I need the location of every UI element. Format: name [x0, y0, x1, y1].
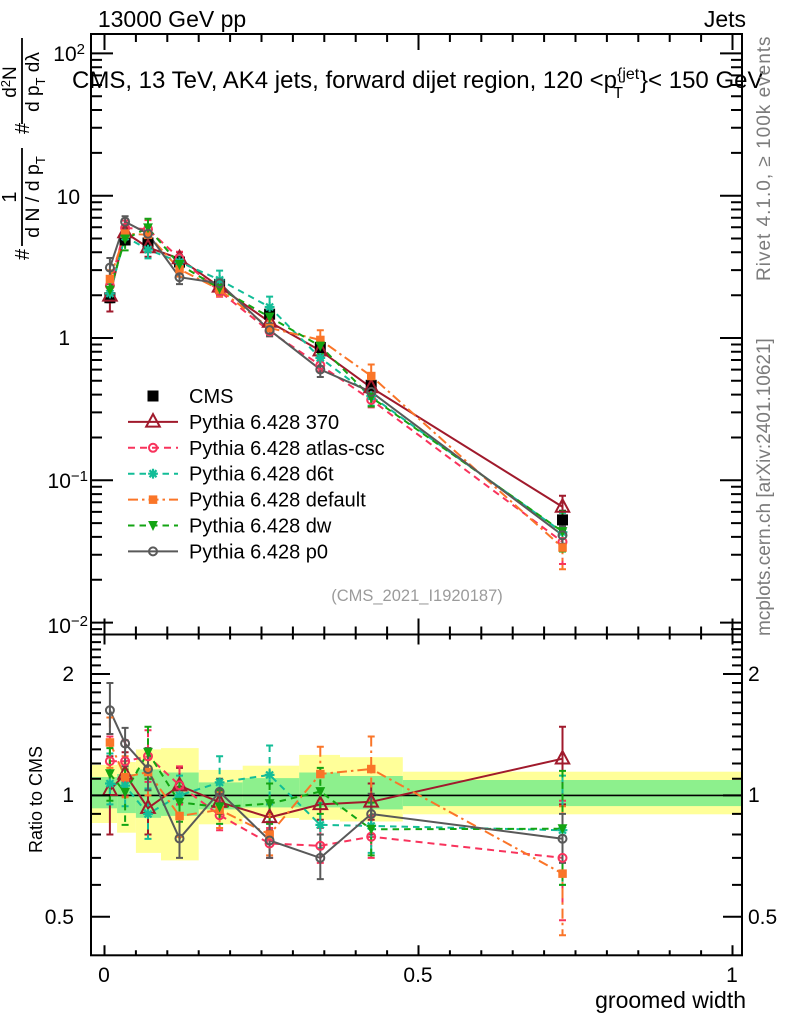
- svg-text:0.5: 0.5: [748, 906, 777, 929]
- svg-text:Pythia 6.428 370: Pythia 6.428 370: [189, 412, 339, 434]
- svg-text:Rivet 4.1.0, ≥ 100k events: Rivet 4.1.0, ≥ 100k events: [754, 35, 775, 281]
- svg-text:Pythia 6.428 dw: Pythia 6.428 dw: [189, 516, 332, 538]
- svg-text:Pythia 6.428 p0: Pythia 6.428 p0: [189, 541, 328, 563]
- svg-text:CMS: CMS: [189, 386, 233, 408]
- svg-text:13000 GeV pp: 13000 GeV pp: [98, 6, 246, 32]
- svg-text:1: 1: [62, 784, 74, 807]
- svg-text:1: 1: [726, 964, 738, 987]
- svg-text:Ratio to CMS: Ratio to CMS: [26, 746, 46, 853]
- svg-text:10−1: 10−1: [48, 468, 88, 493]
- svg-text:Pythia 6.428 d6t: Pythia 6.428 d6t: [189, 464, 334, 486]
- svg-text:2: 2: [62, 663, 74, 686]
- svg-text:d2N: d2N: [0, 66, 21, 98]
- svg-text:Jets: Jets: [704, 6, 746, 32]
- svg-text:2: 2: [748, 663, 760, 686]
- svg-text:Pythia 6.428 atlas-csc: Pythia 6.428 atlas-csc: [189, 438, 385, 460]
- svg-text:#: #: [12, 248, 34, 260]
- svg-text:mcplots.cern.ch [arXiv:2401.10: mcplots.cern.ch [arXiv:2401.10621]: [754, 338, 775, 636]
- svg-text:102: 102: [53, 41, 85, 66]
- svg-text:d pT dλ: d pT dλ: [23, 52, 48, 112]
- svg-text:Pythia 6.428 default: Pythia 6.428 default: [189, 490, 366, 512]
- svg-text:0.5: 0.5: [45, 906, 74, 929]
- svg-text:groomed width: groomed width: [595, 987, 746, 1013]
- svg-text:#: #: [12, 122, 34, 134]
- svg-text:1: 1: [0, 191, 21, 202]
- svg-text:0: 0: [98, 964, 110, 987]
- svg-text:10: 10: [57, 186, 80, 209]
- svg-text:1: 1: [58, 327, 70, 350]
- svg-text:d N / d pT: d N / d pT: [22, 156, 48, 238]
- svg-text:0.5: 0.5: [403, 964, 432, 987]
- svg-text:(CMS_2021_I1920187): (CMS_2021_I1920187): [331, 587, 503, 605]
- svg-text:1: 1: [748, 784, 760, 807]
